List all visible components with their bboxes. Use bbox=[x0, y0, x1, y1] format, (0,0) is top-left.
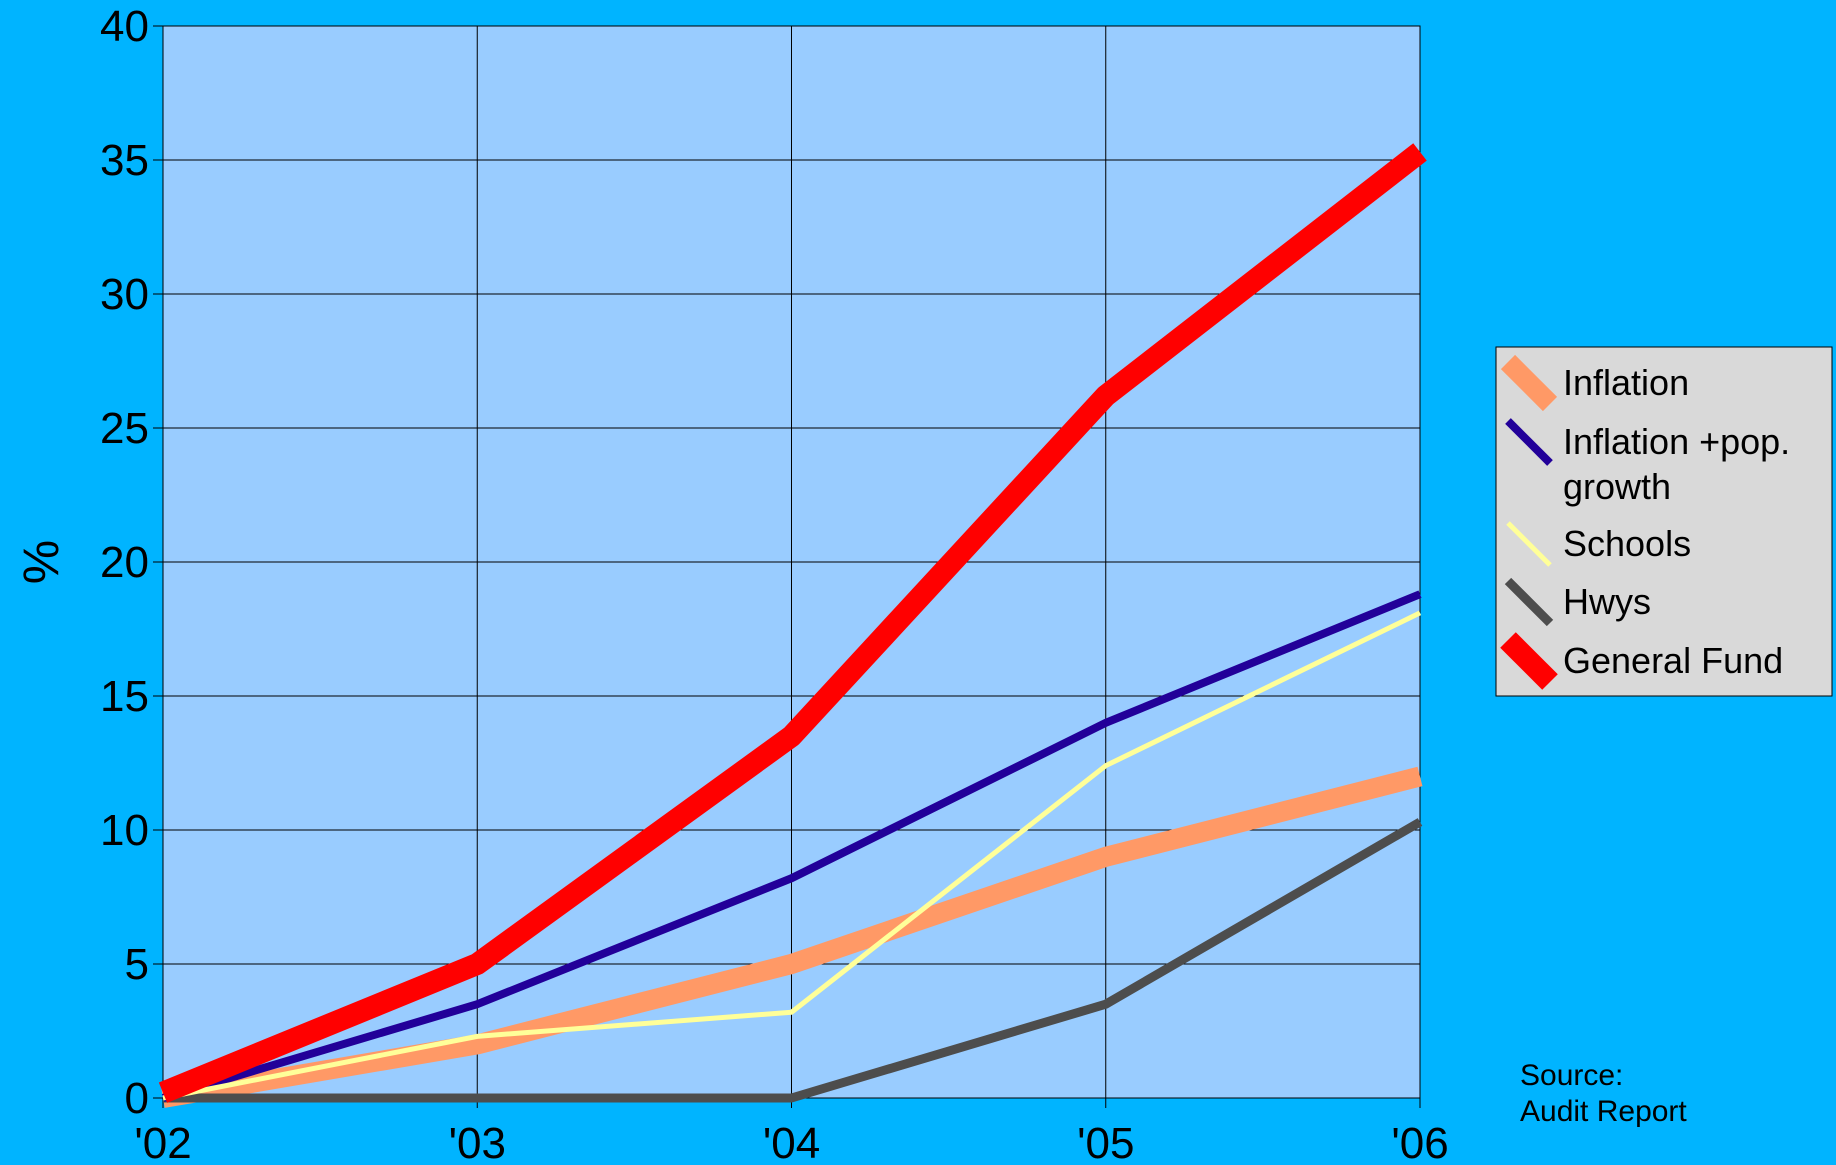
legend-item: Inflation +pop.growth bbox=[1505, 418, 1790, 507]
legend-item: Schools bbox=[1506, 521, 1691, 567]
y-tick-label: 20 bbox=[100, 538, 149, 587]
x-tick-label: '02 bbox=[134, 1119, 191, 1165]
legend-label: Inflation +pop. bbox=[1563, 421, 1790, 462]
legend-item: Hwys bbox=[1504, 577, 1651, 627]
y-tick-label: 0 bbox=[125, 1074, 149, 1123]
source-annotation: Source:Audit Report bbox=[1520, 1059, 1687, 1128]
series-lines bbox=[158, 143, 1427, 1108]
x-tick-label: '05 bbox=[1077, 1119, 1134, 1165]
series-line-general-fund bbox=[158, 143, 1427, 1103]
y-tick-label: 5 bbox=[125, 940, 149, 989]
y-tick-label: 25 bbox=[100, 404, 149, 453]
x-axis: '02 '03 '04 '05 '06 bbox=[134, 1098, 1449, 1165]
y-tick-label: 10 bbox=[100, 806, 149, 855]
y-axis-title: % bbox=[13, 540, 69, 584]
x-tick-label: '03 bbox=[449, 1119, 506, 1165]
legend-label: Inflation bbox=[1563, 362, 1689, 403]
legend-box bbox=[1495, 346, 1833, 697]
source-line: Audit Report bbox=[1520, 1095, 1687, 1128]
series-line-schools bbox=[162, 610, 1422, 1101]
y-tick-label: 15 bbox=[100, 672, 149, 721]
legend-label: Hwys bbox=[1563, 581, 1651, 622]
x-tick-label: '06 bbox=[1391, 1119, 1448, 1165]
y-tick-label: 30 bbox=[100, 270, 149, 319]
series-line-inflation bbox=[161, 766, 1423, 1108]
legend-swatch bbox=[1506, 521, 1552, 567]
legend-swatch bbox=[1505, 418, 1553, 466]
legend-swatch bbox=[1500, 632, 1558, 690]
legend-label: Schools bbox=[1563, 523, 1691, 564]
series-line-hwys bbox=[163, 818, 1423, 1103]
legend-swatch bbox=[1504, 577, 1554, 627]
legend-label: General Fund bbox=[1563, 640, 1783, 681]
legend-label: growth bbox=[1563, 466, 1671, 507]
series-line-inflation-pop-growth bbox=[161, 590, 1422, 1102]
y-tick-label: 35 bbox=[100, 136, 149, 185]
legend-swatch bbox=[1500, 354, 1558, 412]
y-axis: 0 5 10 15 20 25 30 35 40 bbox=[100, 2, 163, 1123]
y-tick-label: 40 bbox=[100, 2, 149, 51]
legend-item: Inflation bbox=[1500, 354, 1689, 412]
legend: Inflation Inflation +pop.growth Schools Hwy… bbox=[1495, 346, 1833, 697]
legend-item: General Fund bbox=[1500, 632, 1783, 690]
x-tick-label: '04 bbox=[763, 1119, 820, 1165]
source-line: Source: bbox=[1520, 1059, 1623, 1092]
